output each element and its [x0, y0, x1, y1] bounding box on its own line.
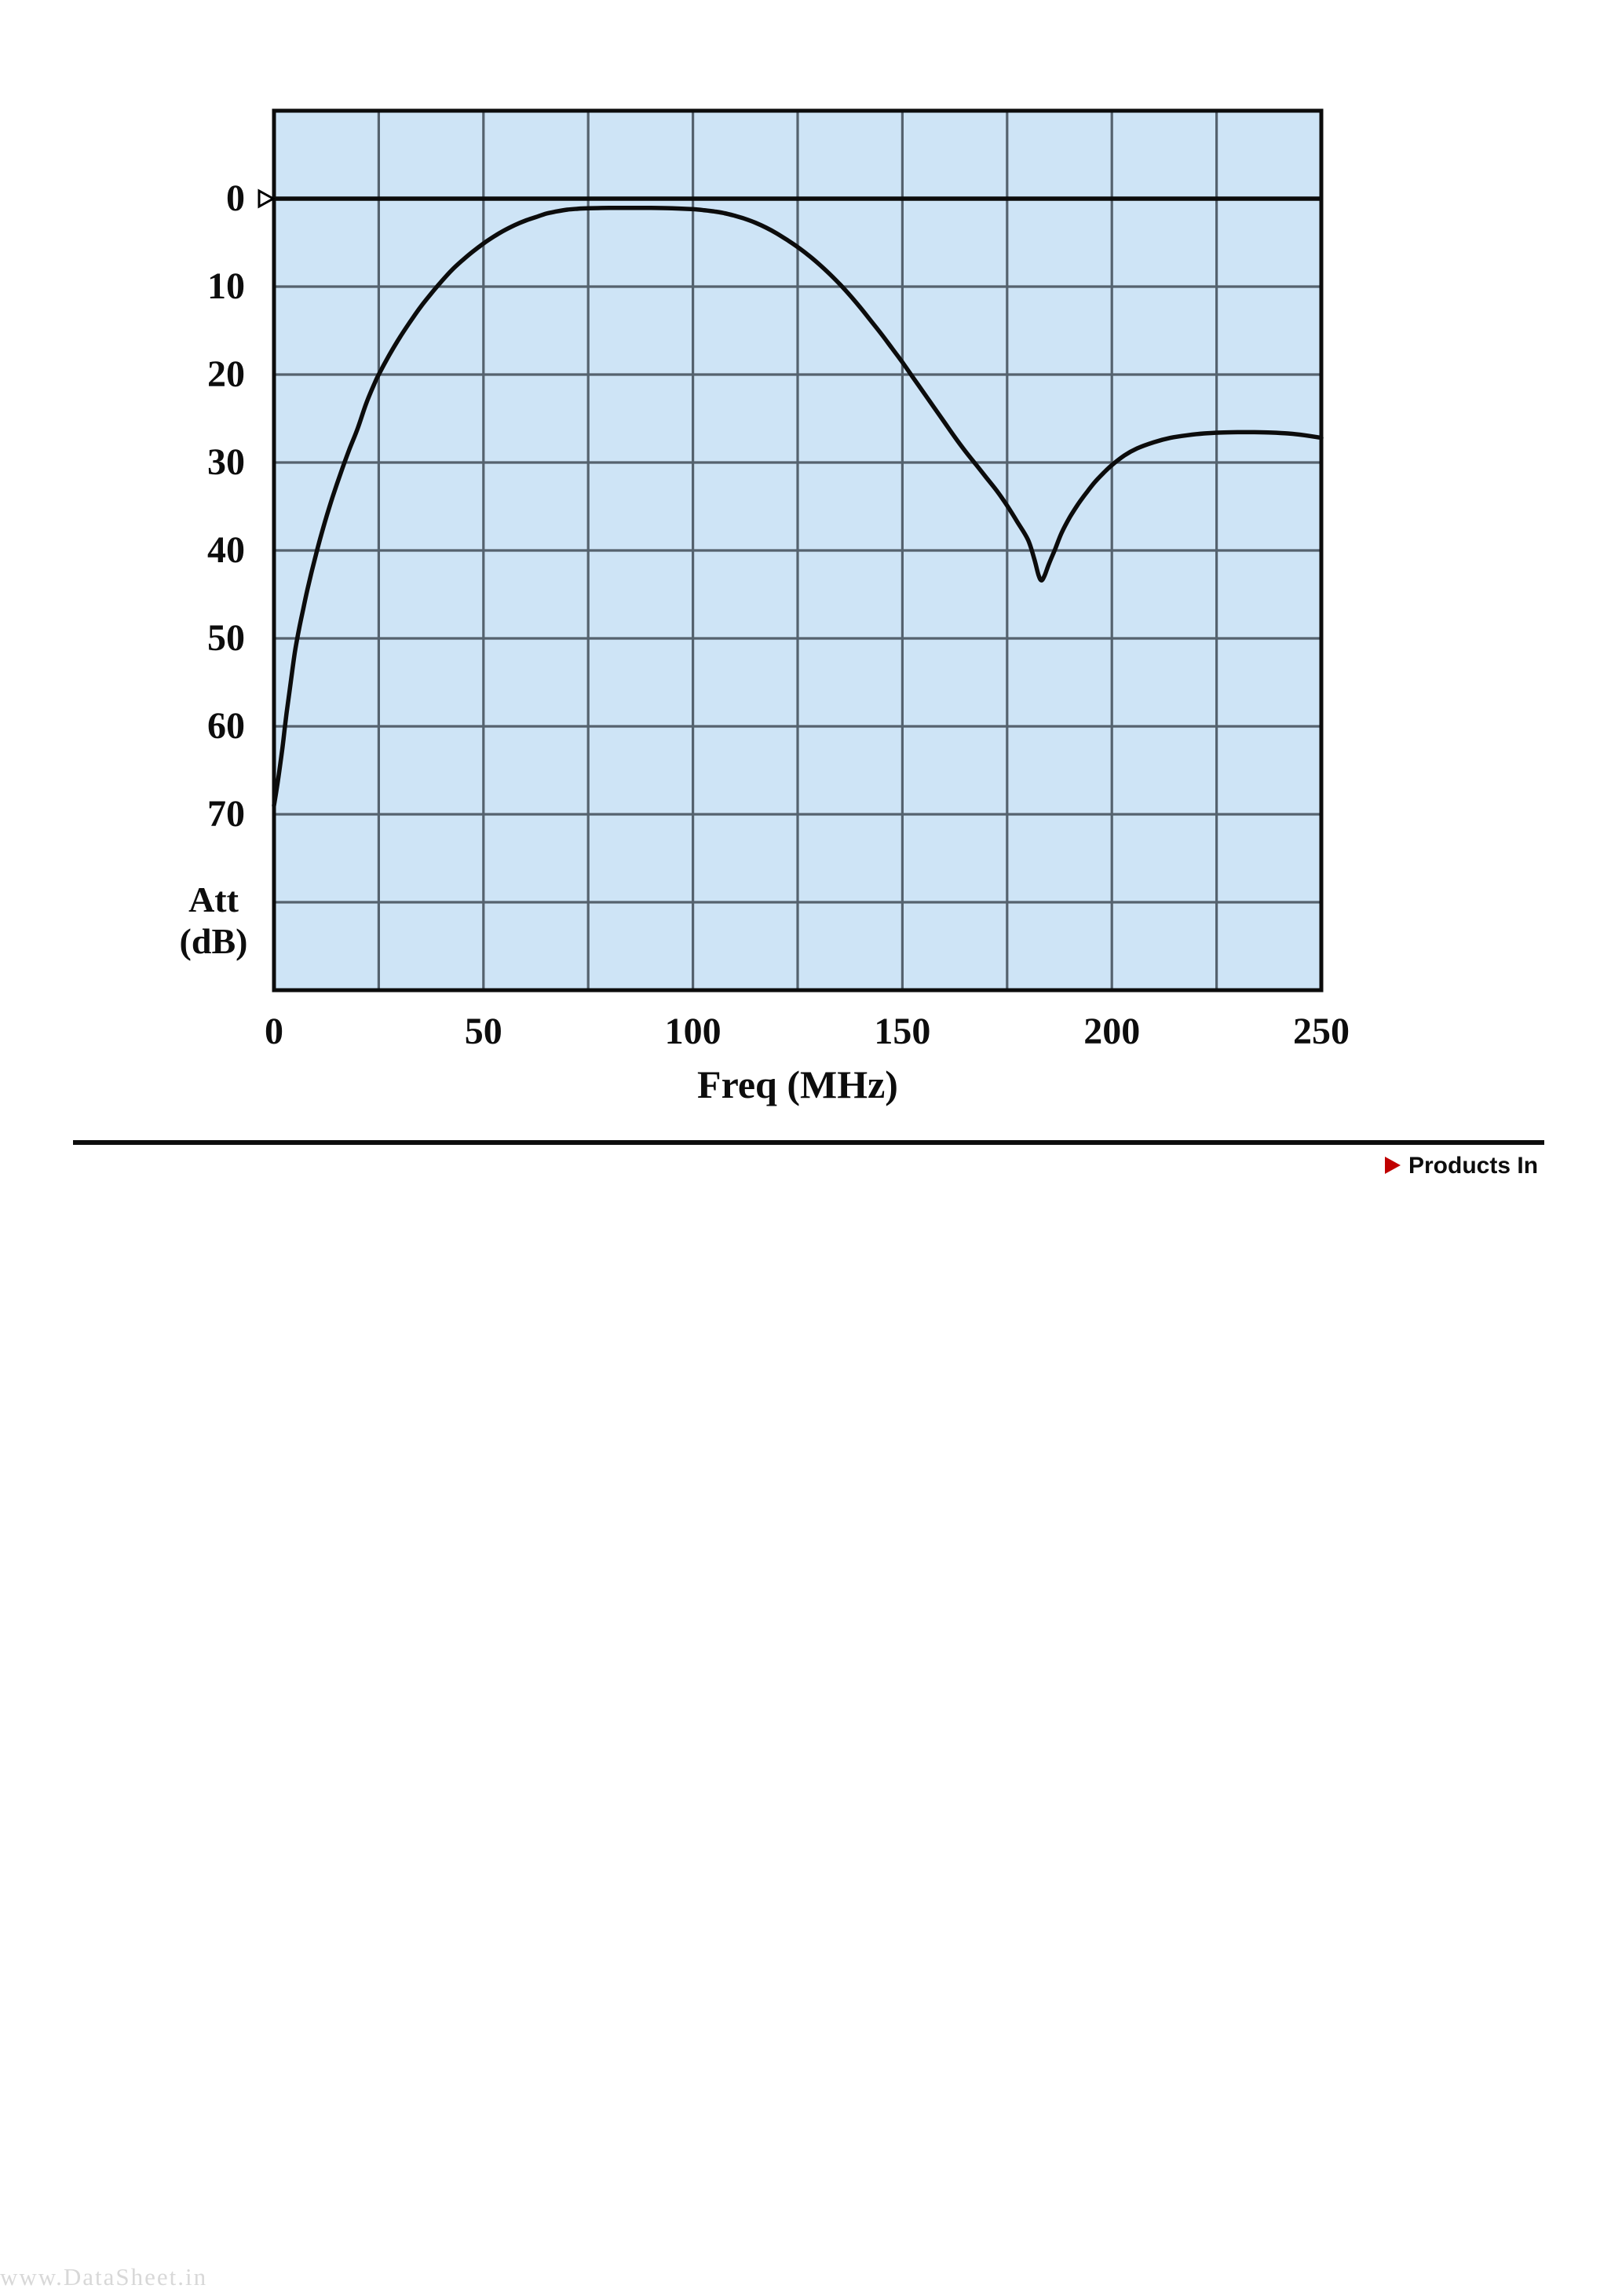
attenuation-curve — [272, 206, 1324, 808]
x-tick-label: 0 — [265, 1011, 283, 1052]
x-tick-label: 150 — [874, 1011, 931, 1052]
y-tick-label: 20 — [207, 353, 245, 395]
plot-frame — [272, 108, 1324, 993]
y-tick-label: 30 — [207, 441, 245, 483]
y-axis-title-line2: (dB) — [179, 920, 248, 961]
zero-db-marker-icon — [258, 188, 276, 209]
products-index-link[interactable]: Products In — [1385, 1153, 1544, 1179]
products-link-label: Products In — [1408, 1153, 1539, 1179]
y-axis-title-line1: Att — [188, 879, 239, 919]
y-tick-label: 10 — [207, 265, 245, 307]
y-tick-label: 50 — [207, 617, 245, 659]
x-axis-title: Freq (MHz) — [697, 1062, 898, 1106]
x-tick-label: 100 — [664, 1011, 721, 1052]
x-tick-label: 250 — [1293, 1011, 1350, 1052]
divider-rule — [73, 1140, 1544, 1145]
y-axis-title: Att (dB) — [147, 879, 280, 963]
x-tick-label: 50 — [464, 1011, 502, 1052]
watermark: www.DataSheet.in — [0, 2263, 208, 2291]
y-tick-label: 60 — [207, 705, 245, 747]
x-tick-label: 200 — [1083, 1011, 1141, 1052]
y-tick-label: 0 — [226, 177, 245, 219]
attenuation-chart — [258, 108, 1324, 993]
y-tick-label: 40 — [207, 529, 245, 571]
red-arrow-icon — [1385, 1157, 1401, 1174]
y-tick-label: 70 — [207, 793, 245, 835]
